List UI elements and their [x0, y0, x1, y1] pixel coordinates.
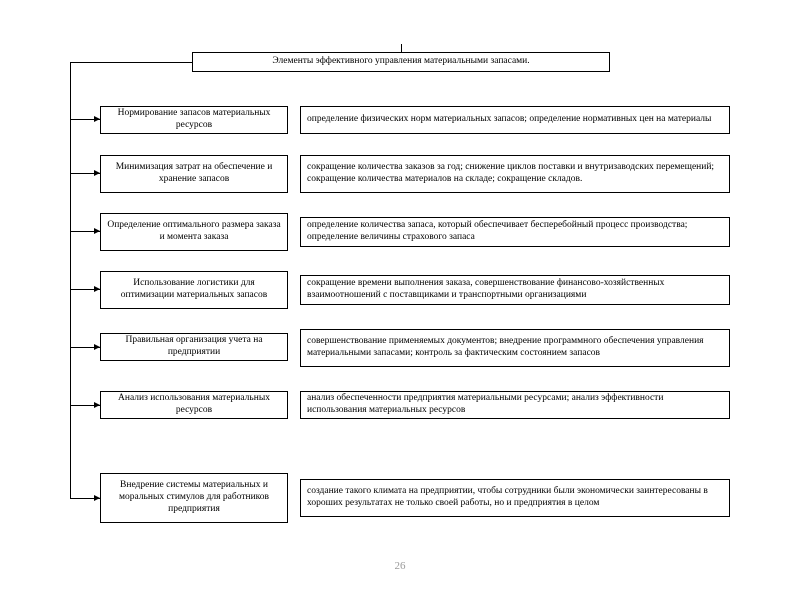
left-box-5: Анализ использования материальных ресурс…	[100, 391, 288, 419]
diagram-canvas: Элементы эффективного управления материа…	[0, 0, 800, 600]
left-box-6: Внедрение системы материальных и моральн…	[100, 473, 288, 523]
left-box-3: Использование логистики для оптимизации …	[100, 271, 288, 309]
right-box-3: сокращение времени выполнения заказа, со…	[300, 275, 730, 305]
right-box-1: сокращение количества заказов за год; сн…	[300, 155, 730, 193]
right-box-6: создание такого климата на предприятии, …	[300, 479, 730, 517]
left-box-2: Определение оптимального размера заказа …	[100, 213, 288, 251]
right-box-5: анализ обеспеченности предприятия матери…	[300, 391, 730, 419]
right-box-2: определение количества запаса, который о…	[300, 217, 730, 247]
title-connector	[401, 44, 402, 52]
page-number: 26	[0, 560, 800, 572]
left-box-1: Минимизация затрат на обеспечение и хран…	[100, 155, 288, 193]
right-box-4: совершенствование применяемых документов…	[300, 329, 730, 367]
trunk-line	[70, 62, 71, 498]
title-hline	[70, 62, 192, 63]
left-box-0: Нормирование запасов материальных ресурс…	[100, 106, 288, 134]
right-box-0: определение физических норм материальных…	[300, 106, 730, 134]
left-box-4: Правильная организация учета на предприя…	[100, 333, 288, 361]
title-box: Элементы эффективного управления материа…	[192, 52, 610, 72]
